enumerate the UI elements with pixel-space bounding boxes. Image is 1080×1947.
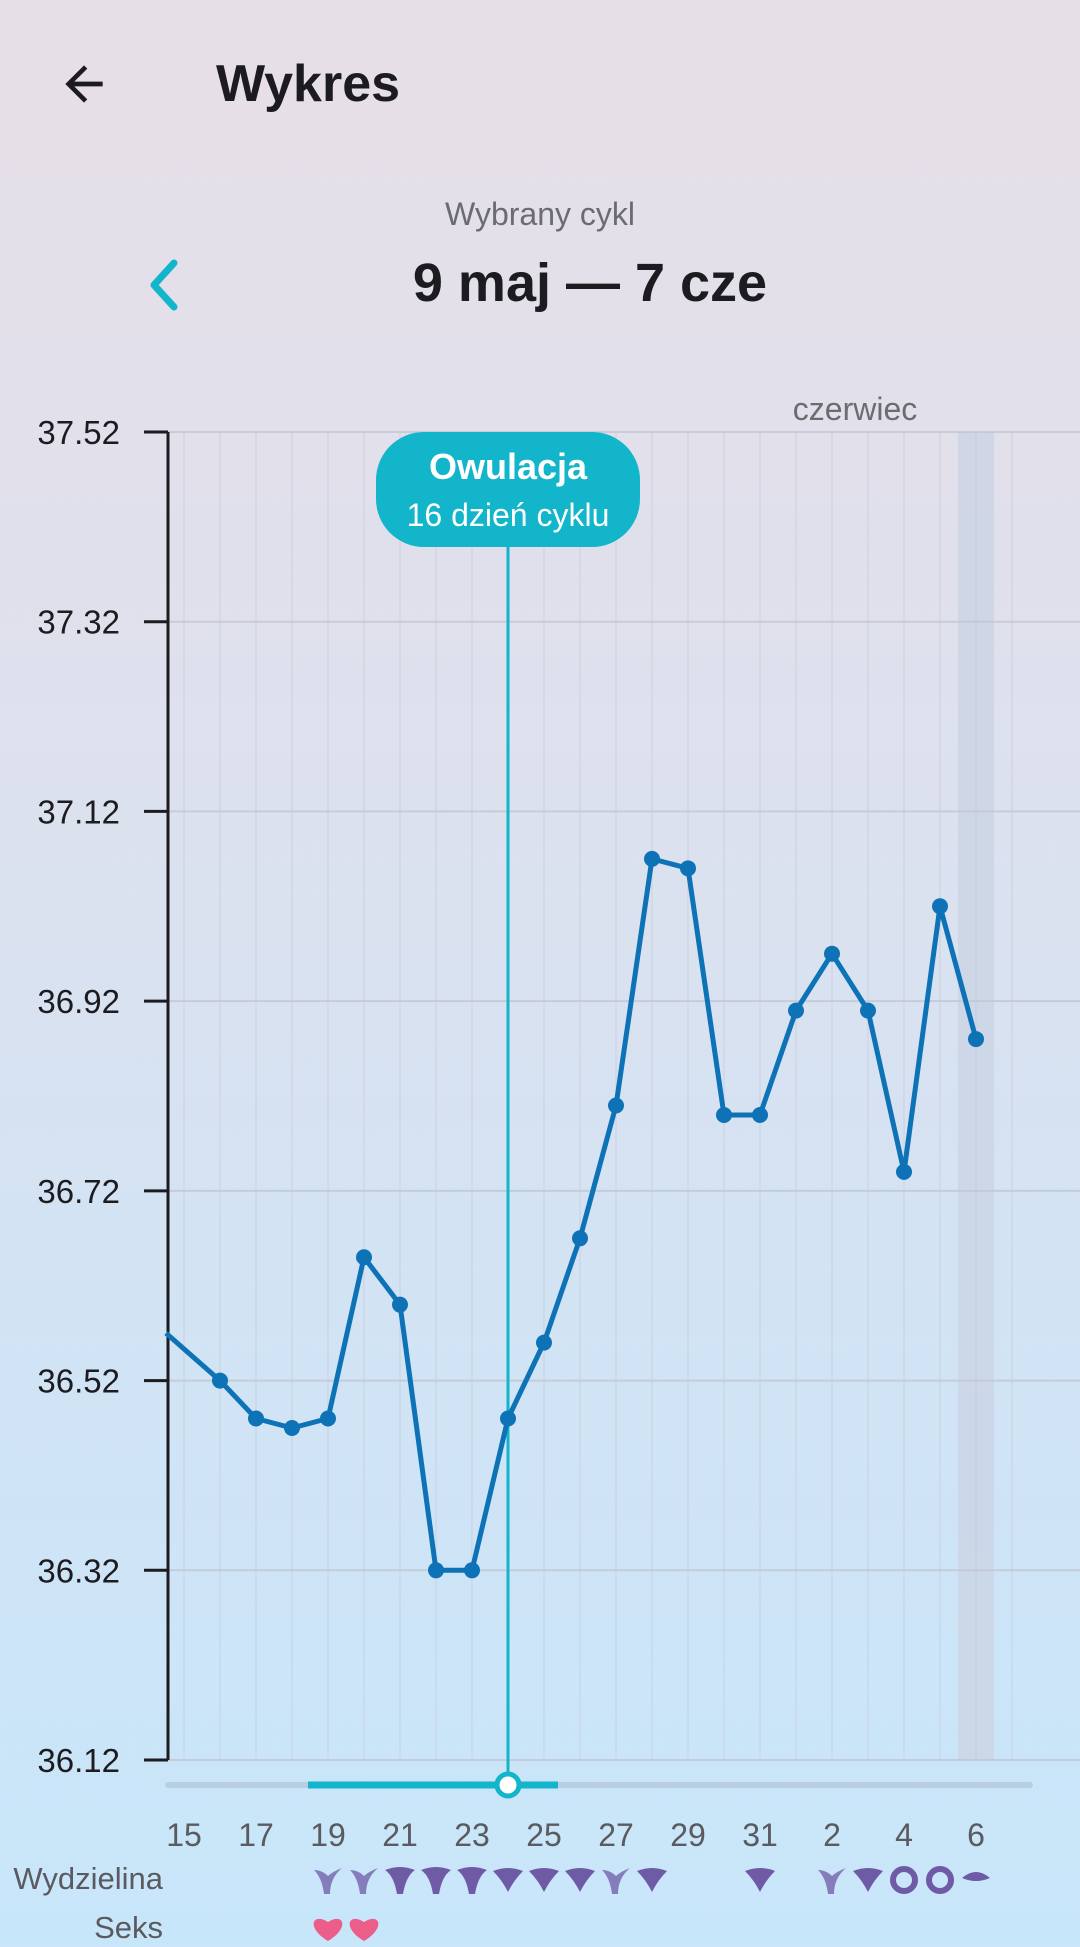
y-tick-label: 36.92 <box>37 983 120 1020</box>
ovulation-subtitle: 16 dzień cyklu <box>407 497 610 533</box>
temperature-line <box>164 856 979 1573</box>
discharge-sticky-icon[interactable] <box>637 1868 667 1892</box>
temperature-point[interactable] <box>284 1420 300 1436</box>
y-tick-label: 36.32 <box>37 1552 120 1589</box>
previous-cycle-button[interactable] <box>132 250 196 320</box>
chevron-left-icon <box>150 259 178 311</box>
page-title: Wykres <box>216 55 401 113</box>
discharge-stretchy-icon[interactable] <box>314 1868 342 1894</box>
discharge-stretchy-icon[interactable] <box>350 1868 378 1894</box>
arrow-left-icon <box>65 65 103 103</box>
temperature-point[interactable] <box>572 1230 588 1247</box>
x-tick-label: 29 <box>670 1817 706 1853</box>
temperature-point[interactable] <box>716 1106 732 1123</box>
temperature-point[interactable] <box>500 1410 516 1427</box>
discharge-sticky-icon[interactable] <box>565 1868 595 1892</box>
temperature-point[interactable] <box>536 1334 552 1351</box>
discharge-dry-icon[interactable] <box>962 1872 990 1881</box>
temperature-point[interactable] <box>824 945 840 962</box>
temperature-point[interactable] <box>428 1562 444 1579</box>
temperature-point[interactable] <box>248 1410 264 1427</box>
x-tick-label: 15 <box>166 1817 202 1853</box>
discharge-row-label: Wydzielina <box>13 1861 163 1896</box>
temperature-point[interactable] <box>392 1296 408 1313</box>
x-tick-label: 21 <box>382 1817 418 1853</box>
top-app-bar: Wykres <box>0 0 1080 170</box>
temperature-point[interactable] <box>464 1562 480 1579</box>
ovulation-callout[interactable] <box>376 432 640 547</box>
cycle-caption: Wybrany cykl <box>445 196 635 232</box>
y-tick-label: 37.32 <box>37 604 120 641</box>
temperature-point[interactable] <box>752 1106 768 1123</box>
temperature-point[interactable] <box>320 1410 336 1427</box>
temperature-point[interactable] <box>968 1031 984 1048</box>
x-tick-label: 2 <box>823 1817 841 1853</box>
cycle-date-range: 9 maj — 7 cze <box>412 253 768 313</box>
discharge-ring-icon[interactable] <box>926 1866 954 1894</box>
ovulation-title: Owulacja <box>429 446 588 487</box>
y-tick-label: 36.52 <box>37 1363 120 1400</box>
temperature-point[interactable] <box>644 850 660 867</box>
discharge-stretchy-icon[interactable] <box>602 1868 630 1894</box>
back-button[interactable] <box>44 44 124 124</box>
y-tick-label: 37.12 <box>37 793 120 830</box>
y-tick-label: 36.12 <box>37 1742 120 1779</box>
temperature-point[interactable] <box>932 898 948 915</box>
temperature-point[interactable] <box>680 860 696 877</box>
discharge-creamy-icon[interactable] <box>385 1867 415 1894</box>
x-tick-label: 6 <box>967 1817 985 1853</box>
heart-icon[interactable] <box>313 1918 343 1941</box>
temperature-chart[interactable]: 37.52 37.32 37.12 36.92 36.72 36.52 36.32 36.12… <box>0 380 1080 1947</box>
discharge-sticky-icon[interactable] <box>529 1868 559 1892</box>
discharge-ring-icon[interactable] <box>890 1866 918 1894</box>
discharge-creamy-icon[interactable] <box>421 1867 451 1894</box>
sex-row-label: Seks <box>94 1910 163 1945</box>
x-tick-label: 27 <box>598 1817 634 1853</box>
heart-icon[interactable] <box>349 1918 379 1941</box>
discharge-stretchy-icon[interactable] <box>818 1868 846 1894</box>
temperature-point[interactable] <box>788 1002 804 1019</box>
temperature-point[interactable] <box>356 1249 372 1266</box>
x-tick-label: 23 <box>454 1817 490 1853</box>
discharge-creamy-icon[interactable] <box>457 1867 487 1894</box>
y-tick-label: 36.72 <box>37 1173 120 1210</box>
x-tick-label: 19 <box>310 1817 346 1853</box>
discharge-sticky-icon[interactable] <box>745 1868 775 1892</box>
temperature-point[interactable] <box>896 1163 912 1180</box>
temperature-point[interactable] <box>608 1097 624 1114</box>
temperature-point[interactable] <box>212 1372 228 1389</box>
x-tick-label: 31 <box>742 1817 778 1853</box>
x-tick-label: 4 <box>895 1817 913 1853</box>
y-tick-label: 37.52 <box>37 414 120 451</box>
ovulation-marker[interactable] <box>494 1771 522 1799</box>
discharge-sticky-icon[interactable] <box>493 1868 523 1892</box>
x-tick-label: 17 <box>238 1817 274 1853</box>
temperature-point[interactable] <box>860 1002 876 1019</box>
discharge-sticky-icon[interactable] <box>853 1868 883 1892</box>
month-label: czerwiec <box>793 391 917 427</box>
x-tick-label: 25 <box>526 1817 562 1853</box>
